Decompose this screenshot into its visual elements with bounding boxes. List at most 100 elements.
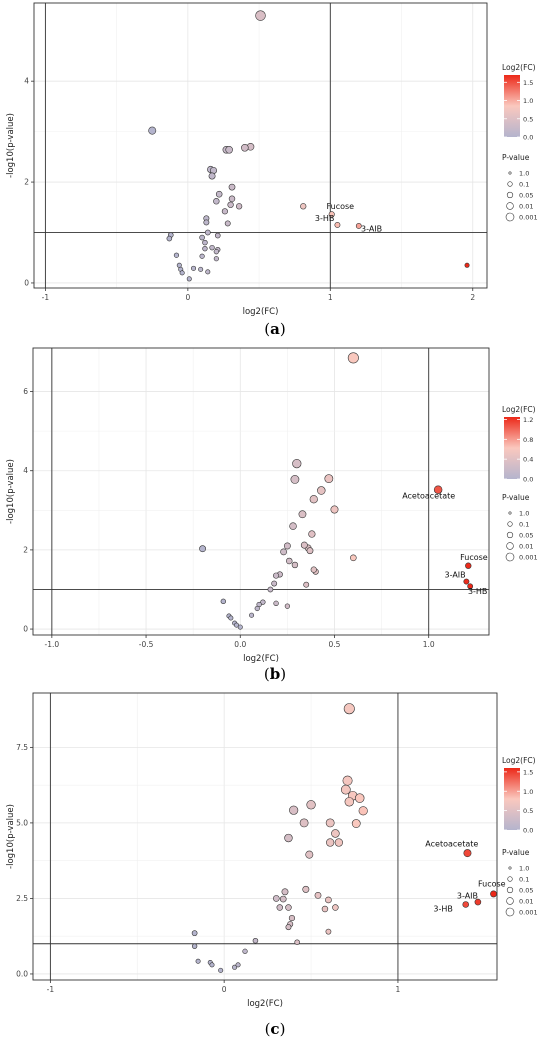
figure-panel-b: -1.0 -0.5 0.0 0.5 1.0 0 2 4 6 log2(FC) -log10(p-va… — [0, 345, 550, 690]
data-point — [288, 914, 296, 922]
data-point — [283, 542, 291, 550]
data-point — [298, 510, 307, 519]
x-tick-label: 0.0 — [234, 640, 246, 649]
size-legend-key — [507, 181, 513, 187]
data-point — [191, 930, 198, 937]
data-point — [343, 703, 355, 715]
size-legend-key — [506, 897, 514, 905]
data-point — [284, 833, 293, 843]
point-annotation: Fucose — [460, 553, 488, 562]
point-annotation: 3-HB — [315, 214, 334, 223]
size-legend-label: 0.1 — [519, 181, 529, 189]
data-point — [463, 849, 472, 858]
y-axis-label: -log10(p-value) — [6, 459, 16, 524]
data-point — [249, 612, 255, 618]
data-point — [191, 943, 198, 949]
data-point — [326, 838, 335, 847]
x-tick-label: -1.0 — [45, 640, 60, 649]
y-tick-label: 2 — [24, 178, 29, 187]
x-tick-label: 0 — [222, 985, 227, 994]
data-point — [330, 505, 339, 514]
y-tick-label: 4 — [23, 466, 28, 475]
data-point — [213, 249, 219, 255]
data-point — [208, 172, 216, 180]
size-legend-label: 0.05 — [519, 532, 533, 540]
data-point — [306, 547, 314, 555]
size-legend-key — [505, 212, 515, 222]
volcano-plot-a: -1 0 1 2 0 2 4 log2(FC) -log10(p-value) Fucose 3-H… — [6, 2, 538, 317]
y-tick-label: 7.5 — [16, 743, 28, 752]
figure-panel-c: -1 0 1 0.0 2.5 5.0 7.5 log2(FC) -log10(p-value) A… — [0, 690, 550, 1045]
colorbar-tick-label: 1.5 — [523, 768, 533, 776]
point-annotation: 3-AIB — [445, 571, 466, 580]
data-point — [332, 904, 339, 911]
data-point — [300, 203, 307, 210]
size-legend-b: P-value 1.0 0.1 0.05 0.01 0.001 — [502, 493, 538, 562]
data-point — [199, 234, 205, 241]
x-tick-label: 0 — [185, 293, 190, 302]
colorbar-tick-label: 0.4 — [523, 456, 533, 464]
x-tick-label: -0.5 — [139, 640, 154, 649]
data-point — [354, 793, 365, 803]
data-point — [204, 229, 211, 236]
size-legend-label: 0.1 — [519, 876, 529, 884]
size-legend-key — [506, 886, 514, 894]
data-point — [191, 265, 197, 271]
data-point — [284, 603, 290, 609]
data-point — [237, 624, 243, 630]
colorbar-legend-c: Log2(FC) 0.0 0.5 1.0 1.5 — [502, 756, 536, 835]
colorbar — [504, 768, 520, 830]
figure-panel-a: -1 0 1 2 0 2 4 log2(FC) -log10(p-value) Fucose 3-H… — [0, 0, 550, 345]
data-point — [255, 10, 266, 21]
colorbar-legend-a: Log2(FC) 0.0 0.5 1.0 1.5 — [502, 63, 536, 142]
size-legend-title: P-value — [502, 848, 530, 857]
data-point — [186, 276, 192, 282]
data-point — [273, 572, 280, 579]
data-point — [294, 939, 300, 945]
data-point — [285, 904, 292, 911]
plot-border — [32, 692, 498, 981]
data-point — [224, 220, 231, 227]
data-point — [325, 896, 332, 904]
colorbar-tick-label: 0.0 — [523, 827, 533, 835]
data-point — [220, 598, 226, 605]
data-point — [202, 239, 208, 246]
caption-b: (b) — [263, 665, 287, 683]
data-point — [309, 495, 318, 504]
colorbar — [504, 417, 520, 479]
grid-c — [33, 693, 497, 980]
data-point — [331, 829, 340, 838]
size-legend-c: P-value 1.0 0.1 0.05 0.01 0.001 — [502, 848, 538, 917]
data-point — [347, 352, 359, 364]
data-point — [252, 937, 259, 944]
data-point — [286, 557, 293, 565]
x-tick-label: 1.0 — [423, 640, 435, 649]
point-annotation: Acetoacetate — [402, 491, 455, 500]
y-tick-label: 4 — [24, 77, 29, 86]
volcano-plot-b: -1.0 -0.5 0.0 0.5 1.0 0 2 4 6 log2(FC) -log10(p-va… — [6, 347, 538, 664]
colorbar-tick-label: 0.8 — [523, 436, 533, 444]
colorbar-tick-label: 0.0 — [523, 476, 533, 484]
data-point — [221, 208, 228, 215]
caption-c: (c) — [264, 1020, 286, 1038]
data-point — [205, 269, 211, 275]
point-annotation: Fucose — [326, 202, 354, 211]
size-legend-label: 0.01 — [519, 203, 533, 211]
plot-border — [33, 2, 488, 289]
data-point — [358, 806, 368, 816]
data-point — [166, 235, 173, 242]
data-point — [279, 895, 287, 903]
data-point — [285, 924, 292, 931]
data-point — [308, 530, 316, 538]
colorbar-tick-label: 0.5 — [523, 807, 533, 815]
size-legend-key — [507, 521, 513, 527]
data-point — [289, 805, 299, 815]
size-legend-key — [506, 531, 514, 539]
x-tick-label: 1 — [396, 985, 401, 994]
x-tick-label: 2 — [470, 293, 475, 302]
colorbar-tick-label: 1.2 — [523, 416, 533, 424]
size-legend-title: P-value — [502, 153, 530, 162]
data-point — [202, 245, 208, 252]
data-point — [300, 541, 308, 549]
volcano-plot-c: -1 0 1 0.0 2.5 5.0 7.5 log2(FC) -log10(p-value) A… — [6, 692, 538, 1009]
